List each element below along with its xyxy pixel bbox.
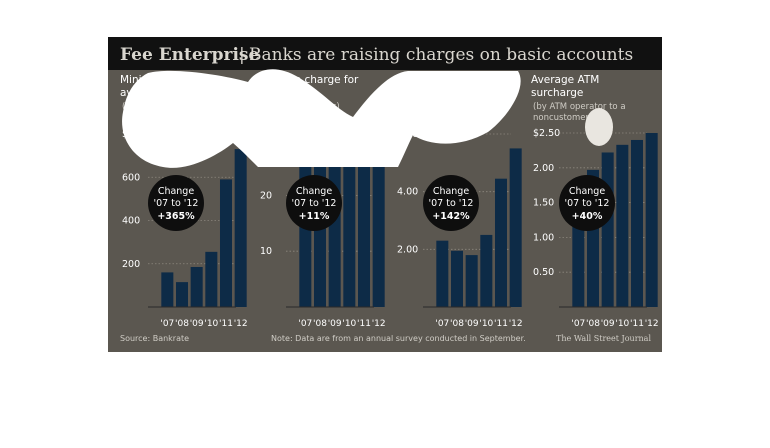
chart-bar xyxy=(234,149,247,307)
footer-credit: The Wall Street Journal xyxy=(556,334,651,343)
overlay-blob-right xyxy=(585,108,613,146)
chart-category-label: '11 xyxy=(494,319,508,329)
change-badge-label: Change xyxy=(433,186,470,197)
chart-bar xyxy=(480,234,493,307)
chart-bar xyxy=(494,178,508,307)
header-bar xyxy=(108,37,662,70)
chart-bar xyxy=(175,282,189,307)
chart-ytick-label: 2.00 xyxy=(397,244,418,255)
change-badge-value: +40% xyxy=(572,211,603,222)
chart-bar xyxy=(219,179,233,307)
change-badge-value: +365% xyxy=(157,211,195,222)
chart-category-label: '07 xyxy=(435,319,449,329)
chart-ytick-label: 400 xyxy=(122,216,140,227)
chart-bar xyxy=(343,137,356,307)
chart-bar xyxy=(509,148,522,307)
header-separator: | xyxy=(239,45,245,65)
change-badge-period: '07 to '12 xyxy=(429,198,474,209)
chart-bar xyxy=(205,251,218,307)
change-badge-period: '07 to '12 xyxy=(292,198,337,209)
footer-note: Note: Data are from an annual survey con… xyxy=(271,334,526,343)
chart-category-label: '08 xyxy=(586,319,600,329)
chart-category-label: '09 xyxy=(190,319,204,329)
header-title-main: Fee Enterprise xyxy=(120,45,260,65)
graphic-svg: Fee Enterprise | Banks are raising charg… xyxy=(108,37,662,352)
chart-category-label: '08 xyxy=(313,319,327,329)
chart-ytick-label: 10 xyxy=(260,246,272,257)
chart-category-label: '10 xyxy=(479,319,493,329)
chart-category-label: '10 xyxy=(615,319,629,329)
chart-bar xyxy=(465,255,478,307)
chart-category-label: '10 xyxy=(342,319,356,329)
header-title-sub: Banks are raising charges on basic accou… xyxy=(249,45,633,65)
change-badge-label: Change xyxy=(158,186,195,197)
chart-category-label: '11 xyxy=(357,319,371,329)
chart-bar xyxy=(372,128,385,307)
chart-category-label: '07 xyxy=(298,319,312,329)
chart-category-label: '11 xyxy=(630,319,644,329)
wsj-graphic: Fee Enterprise | Banks are raising charg… xyxy=(108,37,662,352)
chart-title-line: Average ATM xyxy=(531,74,599,86)
chart-title-line: surcharge xyxy=(531,87,583,99)
chart-bar xyxy=(450,250,464,307)
change-badge-period: '07 to '12 xyxy=(565,198,610,209)
change-badge xyxy=(559,175,615,231)
footer-source: Source: Bankrate xyxy=(120,334,189,343)
change-badge-value: +11% xyxy=(299,211,330,222)
change-badge xyxy=(148,175,204,231)
chart-category-label: '07 xyxy=(571,319,585,329)
chart-ytick-label: 600 xyxy=(122,172,140,183)
chart-ytick-label: $2.50 xyxy=(533,128,560,139)
chart-category-label: '09 xyxy=(328,319,342,329)
chart-bar xyxy=(645,133,658,307)
chart-category-label: '08 xyxy=(175,319,189,329)
chart-ytick-label: 1.00 xyxy=(533,232,554,243)
chart-ytick-label: 4.00 xyxy=(397,187,418,198)
chart-bar xyxy=(436,240,449,307)
chart-category-label: '11 xyxy=(219,319,233,329)
chart-ytick-label: 1.50 xyxy=(533,198,554,209)
white-overlay-shapes xyxy=(122,69,613,168)
chart-bar xyxy=(601,152,614,307)
chart-bar xyxy=(630,139,644,307)
chart-subtitle-line: noncustomer) xyxy=(533,113,592,123)
chart-bar xyxy=(190,266,203,307)
chart-category-label: '08 xyxy=(450,319,464,329)
chart-ytick-label: 20 xyxy=(260,190,272,201)
chart-category-label: '07 xyxy=(160,319,174,329)
chart-category-label: '12 xyxy=(372,319,386,329)
change-badge-period: '07 to '12 xyxy=(154,198,199,209)
chart-ytick-label: 200 xyxy=(122,259,140,270)
change-badge-label: Change xyxy=(296,186,333,197)
change-badge xyxy=(423,175,479,231)
change-badge xyxy=(286,175,342,231)
chart-category-label: '12 xyxy=(509,319,523,329)
chart-bar xyxy=(161,272,174,307)
chart-ytick-label: 0.50 xyxy=(533,267,554,278)
chart-subtitle-line: (by ATM operator to a xyxy=(533,102,626,112)
chart-category-label: '10 xyxy=(204,319,218,329)
overlay-blob-left xyxy=(122,69,521,168)
chart-category-label: '09 xyxy=(601,319,615,329)
chart-ytick-label: 2.00 xyxy=(533,163,554,174)
change-badge-value: +142% xyxy=(432,211,470,222)
chart-category-label: '12 xyxy=(234,319,248,329)
chart-bar xyxy=(616,144,629,307)
chart-bar xyxy=(357,132,371,307)
chart-category-label: '12 xyxy=(645,319,659,329)
change-badge-label: Change xyxy=(569,186,606,197)
chart-category-label: '09 xyxy=(465,319,479,329)
